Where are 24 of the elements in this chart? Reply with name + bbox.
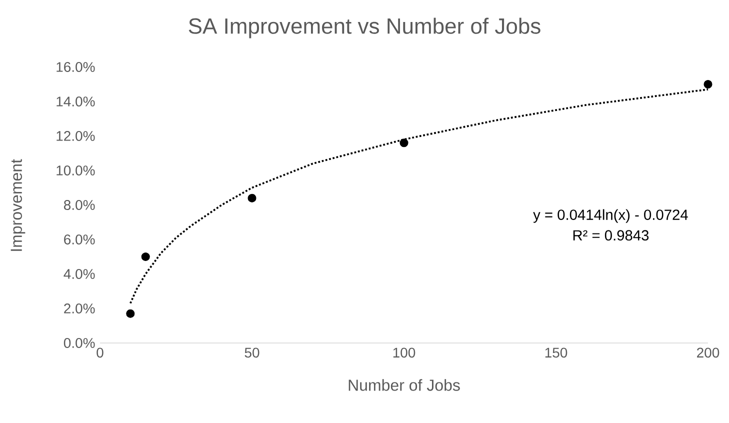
point bbox=[248, 194, 256, 202]
y-tick-label: 10.0% bbox=[56, 166, 95, 176]
x-tick-label: 50 bbox=[244, 348, 260, 358]
y-tick-label: 16.0% bbox=[56, 62, 95, 72]
point bbox=[704, 80, 712, 89]
y-tick-label: 0.0% bbox=[64, 338, 95, 348]
y-tick-label: 8.0% bbox=[64, 200, 95, 210]
y-tick-label: 2.0% bbox=[64, 304, 95, 314]
annotation: R² = 0.9843 bbox=[573, 230, 649, 241]
y-tick-label: 12.0% bbox=[56, 131, 95, 141]
point bbox=[141, 252, 150, 262]
point bbox=[400, 138, 408, 148]
y-tick-label: 6.0% bbox=[64, 234, 95, 244]
chart-title: SA Improvement vs Number of Jobs bbox=[188, 18, 540, 38]
y-tick-label: 4.0% bbox=[64, 269, 95, 279]
annotation: y = 0.0414ln(x) - 0.0724 bbox=[533, 209, 688, 223]
x-tick-label: 100 bbox=[393, 348, 416, 358]
point bbox=[126, 309, 135, 318]
x-axis-title: Number of Jobs bbox=[348, 379, 460, 391]
y-tick-label: 14.0% bbox=[56, 96, 95, 106]
x-tick-label: 0 bbox=[96, 348, 104, 358]
x-tick-label: 200 bbox=[697, 348, 720, 358]
x-tick-label: 150 bbox=[545, 348, 568, 358]
y-axis-title: Improvement bbox=[10, 159, 26, 251]
